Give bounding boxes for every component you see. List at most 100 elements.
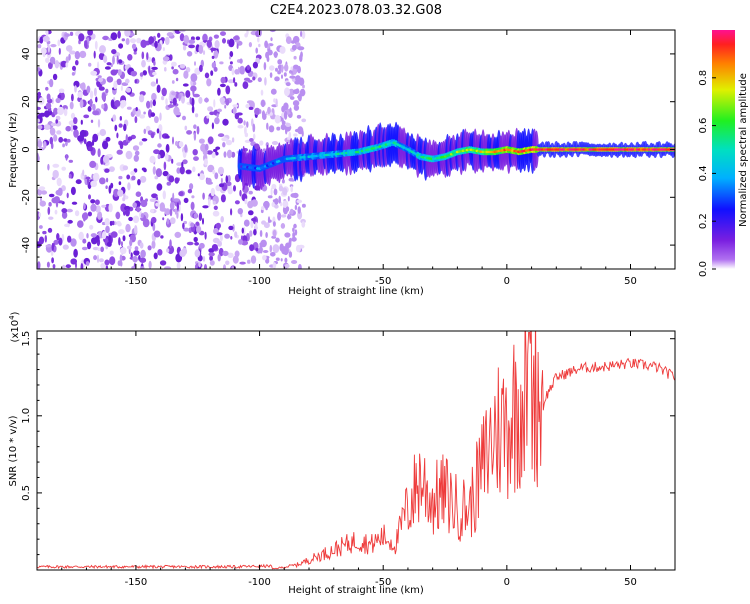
noise-speckle: [139, 175, 147, 183]
noise-speckle: [292, 89, 300, 95]
noise-speckle: [66, 192, 69, 199]
noise-speckle: [176, 162, 183, 167]
snr-panel: -150 -100 -50 0 50 0.5 1.0 1.5 Height of strai…: [8, 311, 676, 596]
noise-speckle: [266, 256, 269, 261]
noise-speckle: [197, 173, 200, 177]
noise-speckle: [43, 141, 47, 149]
noise-speckle: [219, 83, 226, 88]
noise-speckle: [89, 224, 94, 230]
noise-speckle: [202, 256, 206, 262]
noise-speckle: [239, 189, 242, 197]
noise-speckle: [216, 232, 223, 236]
noise-speckle: [161, 96, 165, 101]
noise-speckle: [120, 241, 123, 247]
noise-speckle: [37, 140, 43, 148]
noise-speckle: [101, 92, 107, 101]
noise-speckle: [103, 55, 108, 63]
noise-speckle: [187, 189, 193, 194]
noise-speckle: [217, 87, 221, 96]
noise-speckle: [190, 201, 195, 211]
noise-speckle: [293, 64, 299, 70]
noise-speckle: [282, 246, 289, 256]
noise-speckle: [190, 222, 195, 228]
noise-speckle: [297, 206, 301, 214]
noise-speckle: [44, 110, 50, 118]
noise-speckle: [124, 64, 129, 70]
noise-speckle: [162, 47, 165, 52]
noise-speckle: [116, 132, 119, 139]
noise-speckle: [277, 65, 282, 69]
noise-speckle: [259, 246, 263, 254]
noise-speckle: [191, 105, 195, 114]
noise-speckle: [55, 115, 61, 121]
noise-speckle: [111, 220, 115, 226]
noise-speckle: [298, 264, 302, 269]
noise-speckle: [58, 88, 65, 94]
noise-speckle: [57, 94, 62, 99]
noise-speckle: [194, 61, 196, 66]
noise-speckle: [88, 194, 91, 200]
noise-speckle: [46, 93, 51, 101]
noise-speckle: [288, 131, 292, 139]
noise-speckle: [74, 85, 77, 93]
noise-speckle: [225, 139, 233, 146]
noise-speckle: [108, 203, 113, 213]
noise-speckle: [159, 260, 167, 266]
noise-speckle: [198, 96, 203, 104]
noise-speckle: [132, 202, 137, 209]
noise-speckle: [193, 156, 199, 162]
noise-speckle: [172, 136, 174, 145]
noise-speckle: [193, 236, 198, 243]
noise-speckle: [277, 59, 283, 65]
noise-speckle: [132, 145, 140, 151]
noise-speckle: [150, 112, 156, 117]
noise-speckle: [268, 219, 272, 223]
noise-speckle: [229, 51, 234, 58]
noise-speckle: [127, 182, 131, 191]
noise-speckle: [108, 166, 115, 173]
noise-speckle: [284, 232, 291, 238]
noise-speckle: [164, 67, 167, 72]
noise-speckle: [213, 34, 219, 39]
noise-speckle: [250, 255, 257, 264]
noise-speckle: [281, 74, 283, 79]
noise-speckle: [138, 141, 143, 146]
noise-speckle: [282, 120, 286, 126]
noise-speckle: [69, 31, 74, 36]
x-tick-label: -100: [248, 577, 271, 588]
noise-speckle: [157, 32, 161, 38]
noise-speckle: [88, 62, 92, 67]
noise-speckle: [67, 235, 72, 243]
noise-speckle: [241, 227, 244, 234]
noise-speckle: [108, 234, 111, 244]
noise-speckle: [227, 252, 234, 258]
noise-speckle: [184, 125, 188, 131]
noise-speckle: [73, 248, 78, 258]
colorbar-label: Normalized spectral amplitude: [738, 73, 749, 227]
noise-speckle: [87, 211, 92, 217]
snr-y-label: SNR (10 * v/v): [8, 415, 19, 486]
noise-speckle: [178, 94, 181, 102]
noise-speckle: [198, 44, 204, 54]
noise-speckle: [99, 177, 106, 185]
spectrogram-panel: -150 -100 -50 0 50 -40 -20 0 20 40 Height of str…: [8, 29, 676, 297]
noise-speckle: [70, 258, 77, 265]
noise-speckle: [100, 246, 104, 253]
noise-speckle: [214, 172, 219, 180]
noise-speckle: [179, 33, 185, 42]
noise-speckle: [220, 194, 226, 203]
noise-speckle: [61, 211, 68, 219]
noise-speckle: [143, 128, 147, 134]
noise-speckle: [182, 222, 185, 230]
noise-speckle: [45, 30, 49, 37]
noise-speckle: [97, 61, 100, 70]
noise-speckle: [170, 217, 176, 225]
noise-speckle: [77, 91, 83, 98]
noise-speckle: [226, 149, 233, 159]
noise-speckle: [234, 112, 240, 120]
noise-speckle: [249, 138, 254, 142]
noise-speckle: [122, 99, 127, 107]
noise-speckle: [139, 94, 145, 103]
noise-speckle: [199, 242, 205, 249]
noise-speckle: [69, 50, 76, 55]
